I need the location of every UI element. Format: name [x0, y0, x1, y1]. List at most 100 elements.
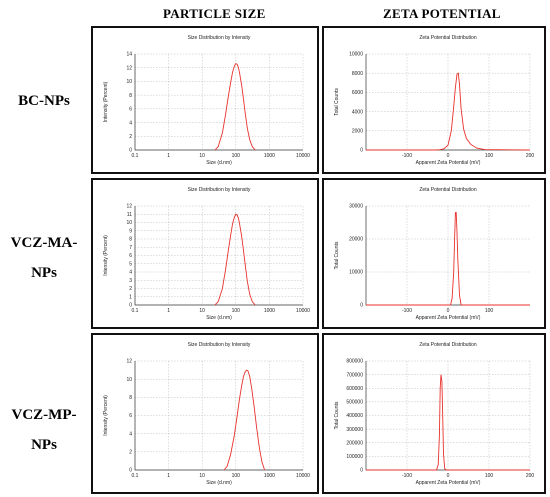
- y-tick-label: 400000: [346, 413, 363, 419]
- ma-zeta-chart: Zeta Potential Distribution 0 10000 20000 30…: [334, 187, 530, 321]
- series-line: [366, 374, 530, 471]
- chart-title: Size Distribution by Intensity: [188, 35, 251, 41]
- x-tick-label: 10000: [296, 308, 310, 314]
- x-tick-label: -100: [402, 153, 412, 159]
- chart-group: Size Distribution by Intensity 0 2 4 6 8 10 12 0…: [103, 342, 310, 486]
- x-axis-label: Size (d.nm): [206, 480, 232, 486]
- chart-group: Zeta Potential Distribution 0 100000 200000…: [334, 342, 534, 486]
- y-tick-label: 500000: [346, 400, 363, 406]
- bc-zeta-chart: Zeta Potential Distribution0200040006000…: [334, 35, 534, 166]
- x-tick-label: 100: [232, 473, 241, 479]
- x-axis-label: Size (d.nm): [206, 315, 232, 321]
- y-tick-label: 600000: [346, 386, 363, 392]
- y-tick-label: 0: [129, 468, 132, 474]
- y-tick-label: 300000: [346, 427, 363, 433]
- row-label-line: BC-NPs: [18, 93, 70, 109]
- y-tick-label: 20000: [349, 237, 363, 243]
- y-axis-label: Intensity (Percent): [103, 235, 109, 276]
- y-tick-label: 6000: [352, 90, 363, 96]
- y-tick-label: 10: [126, 220, 132, 226]
- y-tick-label: 8000: [352, 71, 363, 77]
- y-tick-label: 100000: [346, 454, 363, 460]
- row-label-line: VCZ-MA-: [10, 235, 78, 251]
- y-tick-label: 4: [129, 431, 132, 437]
- zeta-potential-header: ZETA POTENTIAL: [383, 6, 501, 21]
- x-tick-label: 1000: [264, 153, 275, 159]
- x-tick-label: 0: [447, 473, 450, 479]
- x-tick-label: 10000: [296, 473, 310, 479]
- chart-title: Zeta Potential Distribution: [419, 35, 476, 41]
- y-tick-label: 14: [126, 52, 132, 58]
- row-label-vcz-mp-nps: VCZ-MP- NPs: [0, 400, 88, 460]
- y-tick-label: 200000: [346, 440, 363, 446]
- x-tick-label: 1: [167, 153, 170, 159]
- y-tick-label: 700000: [346, 372, 363, 378]
- y-tick-label: 2: [129, 450, 132, 456]
- x-tick-label: 200: [526, 473, 535, 479]
- chart-title: Size Distribution by Intensity: [188, 187, 251, 193]
- y-tick-label: 10000: [349, 270, 363, 276]
- y-tick-label: 5: [129, 261, 132, 267]
- y-tick-label: 10: [126, 79, 132, 85]
- x-tick-label: 0.1: [132, 153, 139, 159]
- y-tick-label: 2: [129, 286, 132, 292]
- bc-size-panel: Size Distribution by Intensity 0 2 4 6 8 10 12 1…: [91, 26, 319, 174]
- x-tick-label: 100: [485, 153, 494, 159]
- x-tick-label: 0: [447, 308, 450, 314]
- x-tick-label: 1: [167, 473, 170, 479]
- x-tick-label: 200: [526, 153, 535, 159]
- x-tick-label: 100: [485, 473, 494, 479]
- x-tick-label: -100: [402, 308, 412, 314]
- y-tick-label: 0: [129, 303, 132, 309]
- x-axis-label: Apparent Zeta Potential (mV): [416, 315, 481, 321]
- x-tick-label: 10: [199, 153, 205, 159]
- y-tick-label: 12: [126, 359, 132, 365]
- y-tick-label: 8: [129, 395, 132, 401]
- x-tick-label: 100: [232, 153, 241, 159]
- y-tick-label: 7: [129, 245, 132, 251]
- axis-lines: [134, 54, 303, 151]
- y-tick-label: 2: [129, 134, 132, 140]
- series-line: [214, 213, 256, 306]
- x-tick-label: 10: [199, 473, 205, 479]
- mp-size-panel: Size Distribution by Intensity 0 2 4 6 8 10 12 0…: [91, 333, 319, 494]
- x-axis-label: Size (d.nm): [206, 160, 232, 166]
- row-label-line: NPs: [31, 437, 57, 453]
- x-tick-label: 100: [485, 308, 494, 314]
- x-tick-label: 10000: [296, 153, 310, 159]
- y-tick-label: 10000: [349, 52, 363, 58]
- y-tick-label: 6: [129, 107, 132, 113]
- row-label-vcz-ma-nps: VCZ-MA- NPs: [0, 228, 88, 288]
- x-axis-label: Apparent Zeta Potential (mV): [416, 480, 481, 486]
- chart-title: Zeta Potential Distribution: [419, 187, 476, 193]
- y-tick-label: 8: [129, 93, 132, 99]
- y-tick-label: 10: [126, 377, 132, 383]
- bc-size-chart: Size Distribution by Intensity 0 2 4 6 8 10 12 1…: [103, 35, 310, 166]
- y-axis-label: Intensity (Percent): [103, 81, 109, 122]
- row-label-bc-nps: BC-NPs: [0, 86, 88, 116]
- y-tick-label: 0: [360, 303, 363, 309]
- series-line: [366, 212, 530, 306]
- y-tick-label: 2000: [352, 129, 363, 135]
- y-tick-label: 0: [129, 148, 132, 154]
- x-tick-label: 1: [167, 308, 170, 314]
- particle-size-header: PARTICLE SIZE: [163, 6, 266, 21]
- y-tick-label: 4: [129, 270, 132, 276]
- y-axis-label: Total Counts: [334, 401, 340, 429]
- y-tick-label: 12: [126, 65, 132, 71]
- y-axis-label: Total Counts: [334, 88, 340, 116]
- x-tick-label: 100: [232, 308, 241, 314]
- y-axis-label: Total Counts: [334, 241, 340, 269]
- axis-lines: [134, 361, 303, 471]
- row-label-line: NPs: [31, 265, 57, 281]
- y-axis-label: Intensity (Percent): [103, 395, 109, 436]
- y-tick-label: 1: [129, 294, 132, 300]
- y-tick-label: 3: [129, 278, 132, 284]
- chart-group: Zeta Potential Distribution 0 10000 20000 30…: [334, 187, 530, 321]
- chart-group: Zeta Potential Distribution0200040006000…: [334, 35, 534, 166]
- y-tick-label: 8: [129, 237, 132, 243]
- y-tick-label: 0: [360, 148, 363, 154]
- row-label-line: VCZ-MP-: [11, 407, 77, 423]
- y-tick-label: 9: [129, 228, 132, 234]
- chart-title: Zeta Potential Distribution: [419, 342, 476, 348]
